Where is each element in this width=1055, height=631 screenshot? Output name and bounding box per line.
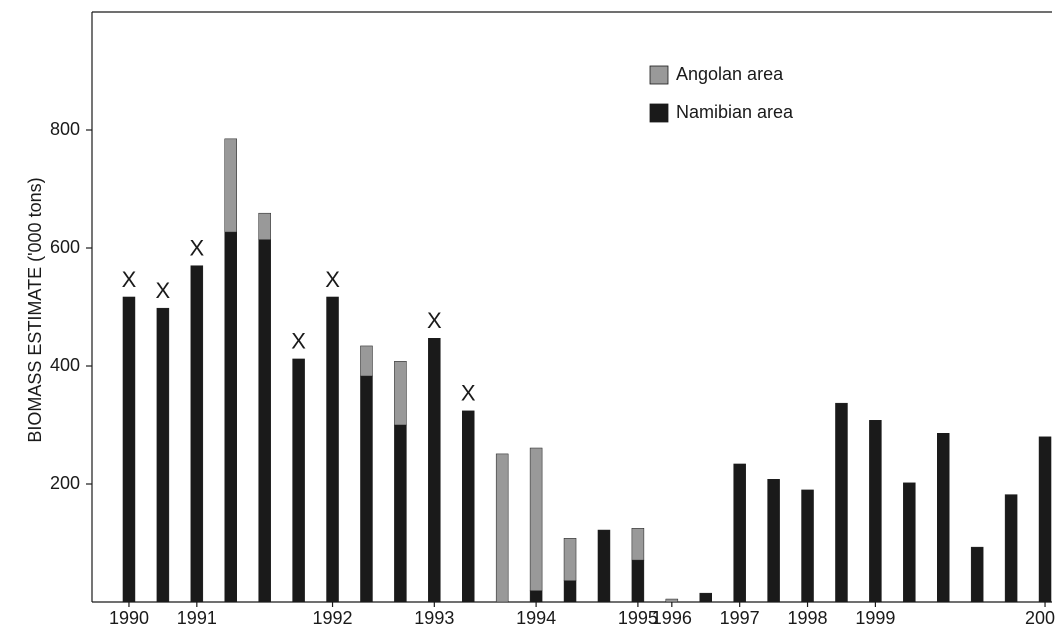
x-tick-label: 1995	[618, 608, 658, 628]
x-tick-label: 1992	[313, 608, 353, 628]
x-tick-label: 1993	[414, 608, 454, 628]
bar-segment	[767, 479, 780, 603]
bar-segment	[631, 528, 645, 561]
bar-segment	[156, 307, 170, 603]
y-tick-label: 400	[50, 355, 80, 375]
bar-segment	[665, 598, 679, 603]
x-tick-label: 1996	[652, 608, 692, 628]
bar-segment	[224, 138, 237, 233]
y-tick-label: 200	[50, 473, 80, 493]
bar-segment	[597, 529, 611, 603]
bar-segment	[428, 338, 441, 603]
bar-segment	[190, 265, 204, 603]
annotation: X	[291, 329, 306, 354]
bar-segment	[462, 410, 475, 603]
legend-swatch	[649, 65, 669, 85]
y-tick-label: 600	[50, 237, 80, 257]
bar-segment	[563, 580, 577, 603]
bar-segment	[869, 420, 882, 603]
bar-segment	[326, 296, 339, 603]
bar-segment	[360, 345, 373, 377]
bar-segment	[258, 239, 271, 603]
bar-segment	[292, 358, 305, 603]
bar-segment	[563, 538, 577, 582]
legend-label: Namibian area	[676, 102, 794, 122]
y-tick-label: 800	[50, 119, 80, 139]
x-tick-label: 1990	[109, 608, 149, 628]
bar-segment	[360, 375, 373, 603]
bar-segment	[258, 212, 271, 240]
bar-segment	[394, 361, 407, 426]
x-tick-label: 1991	[177, 608, 217, 628]
bar-segment	[835, 402, 848, 603]
bar-segment	[1038, 436, 1052, 603]
bar-segment	[394, 424, 407, 603]
bar-segment	[122, 296, 136, 603]
annotation: X	[156, 278, 171, 303]
bar-segment	[801, 489, 814, 603]
bar-segment	[631, 559, 645, 603]
annotation: X	[325, 267, 340, 292]
legend-swatch	[649, 103, 669, 123]
x-tick-label: 2000	[1025, 608, 1055, 628]
bar-segment	[529, 590, 543, 603]
x-tick-label: 1998	[788, 608, 828, 628]
x-tick-label: 1999	[855, 608, 895, 628]
annotation: X	[427, 308, 442, 333]
x-tick-label: 1994	[516, 608, 556, 628]
annotation: X	[461, 381, 476, 406]
bar-segment	[970, 546, 984, 603]
bar-segment	[224, 231, 237, 603]
annotation: X	[189, 236, 204, 261]
bar-segment	[903, 482, 916, 603]
x-tick-label: 1997	[720, 608, 760, 628]
y-axis-label: BIOMASS ESTIMATE ('000 tons)	[25, 177, 45, 442]
bar-segment	[529, 447, 543, 592]
annotation: X	[122, 267, 137, 292]
bar-segment	[495, 453, 509, 603]
bar-segment	[1004, 494, 1018, 603]
bar-segment	[937, 433, 950, 603]
bar-segment	[733, 463, 746, 603]
bar-segment	[699, 592, 712, 603]
legend-label: Angolan area	[676, 64, 784, 84]
